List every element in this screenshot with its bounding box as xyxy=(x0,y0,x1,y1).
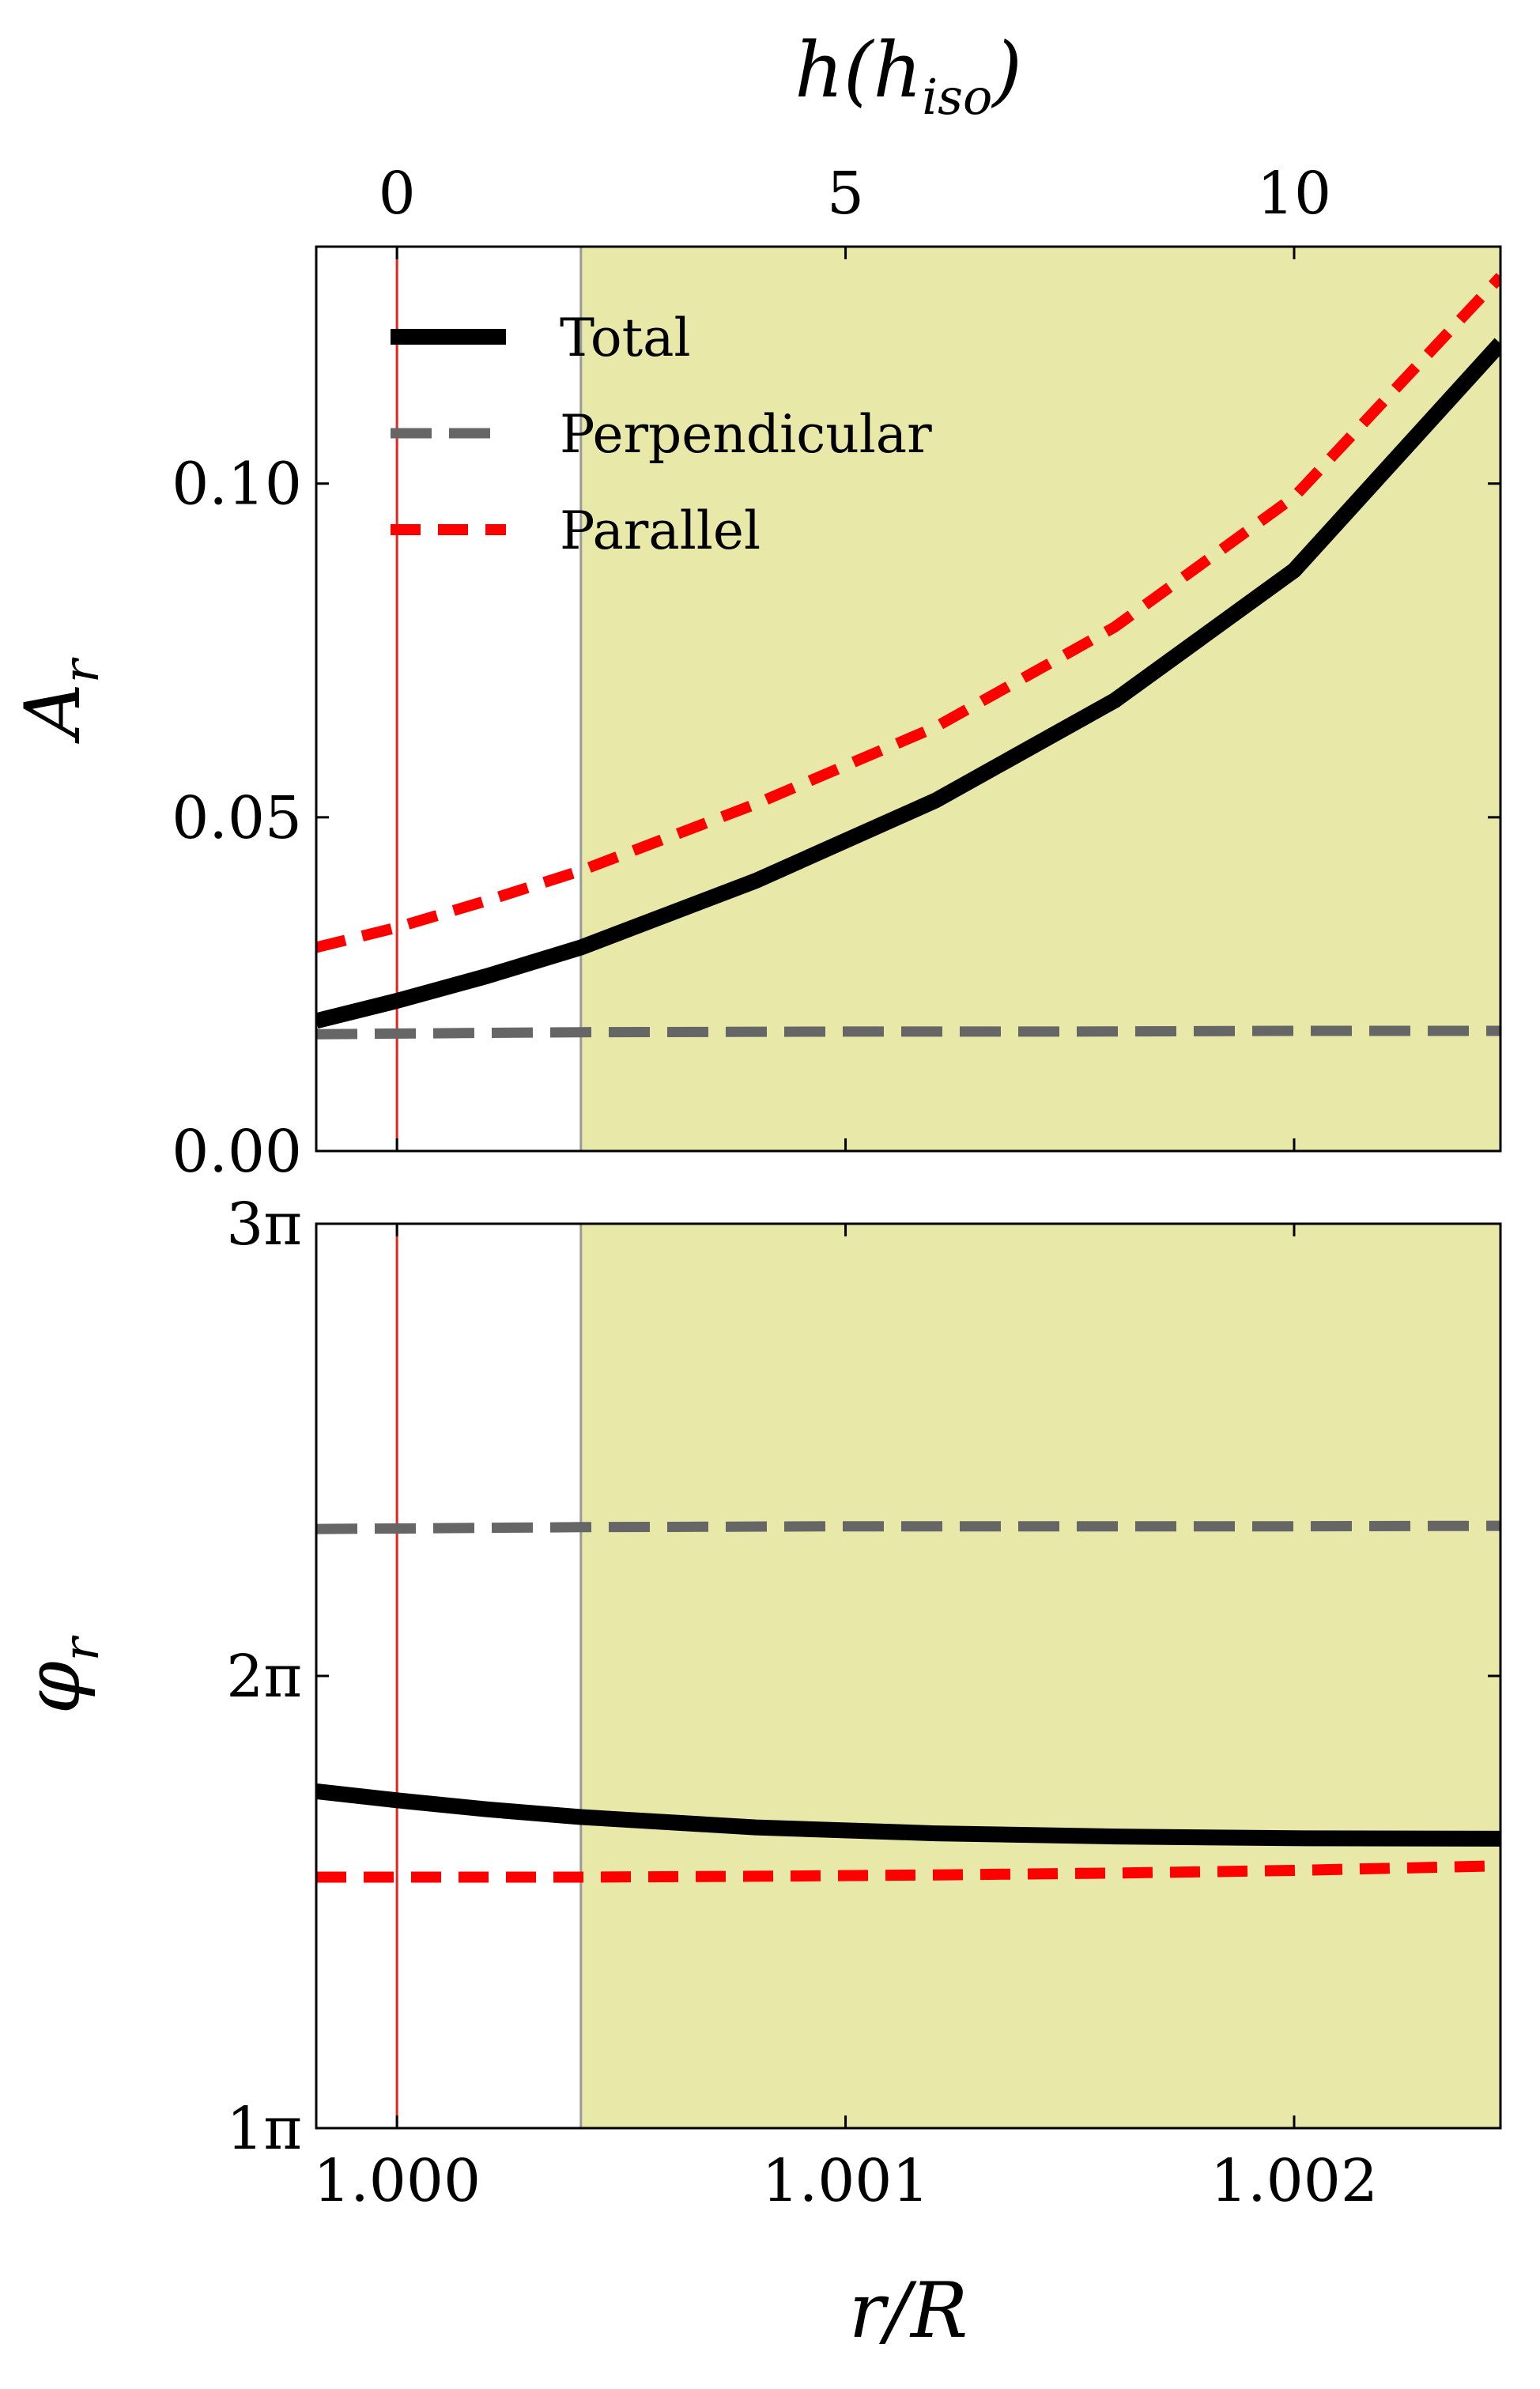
series-line-total xyxy=(316,338,1500,1029)
series-line-total xyxy=(316,1783,1500,1847)
x-tick-label: 1.002 xyxy=(1210,2147,1378,2215)
y-tick-label: 0.05 xyxy=(172,784,302,852)
y-tick-label: 3π xyxy=(226,1191,302,1259)
series-line-perpendicular xyxy=(316,1520,1500,1534)
series-line-parallel xyxy=(316,273,1500,953)
legend-label-total: Total xyxy=(560,308,691,368)
y-tick-label: 1π xyxy=(226,2095,302,2163)
y-tick-label: 0.10 xyxy=(172,451,302,519)
series-line-perpendicular xyxy=(316,1025,1500,1040)
bottom-panel-phase: 1π 2π 3π 1.000 1.001 1.002 φr r/R xyxy=(9,1191,1502,2355)
legend: Total Perpendicular Parallel xyxy=(391,308,932,561)
legend-label-perpendicular: Perpendicular xyxy=(560,404,932,465)
x-axis-title: r/R xyxy=(849,2266,968,2355)
svg-text:Ar: Ar xyxy=(9,657,110,744)
x-tick-label: 1.000 xyxy=(313,2147,481,2215)
y-axis-title: φr xyxy=(9,1635,110,1714)
series-line-parallel xyxy=(316,1860,1500,1883)
y-axis-title: Ar xyxy=(9,657,110,744)
plot-frame xyxy=(315,245,1502,1153)
legend-label-parallel: Parallel xyxy=(560,500,761,561)
y-tick-label: 2π xyxy=(226,1643,302,1711)
top-x-tick-label: 10 xyxy=(1257,160,1331,228)
top-x-tick-label: 5 xyxy=(827,160,864,228)
shaded-region xyxy=(580,1224,1500,2128)
top-panel-amplitude: 0.00 0.05 0.10 0 5 10 h(hiso) Ar Total Perpendicu… xyxy=(9,26,1502,1186)
shaded-region xyxy=(580,247,1500,1151)
top-axis-title: h(hiso) xyxy=(795,26,1022,126)
svg-text:φr: φr xyxy=(9,1635,110,1714)
y-tick-label: 0.00 xyxy=(172,1118,302,1186)
x-tick-label: 1.001 xyxy=(762,2147,930,2215)
top-x-tick-label: 0 xyxy=(379,160,416,228)
